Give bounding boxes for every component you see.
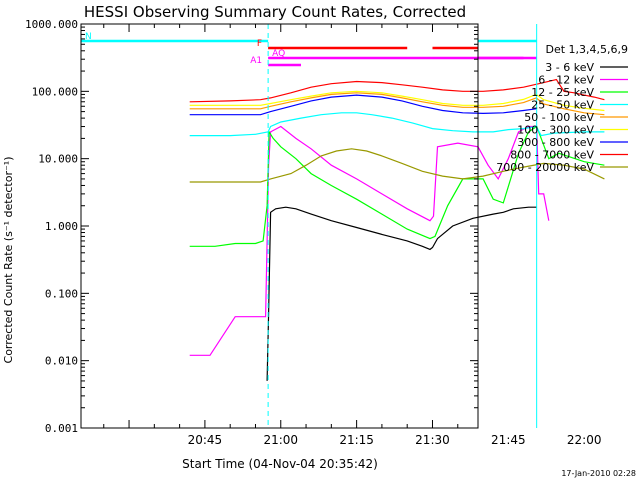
series-line-5 — [189, 90, 605, 112]
state-bar-label-0: N — [85, 32, 92, 42]
x-tick-label-3: 21:30 — [415, 433, 450, 447]
y-tick-label-1: 0.010 — [45, 355, 78, 368]
y-tick-label-5: 100.000 — [32, 85, 78, 98]
vertical-markers-layer — [267, 24, 538, 428]
state-bar-label-2: AQ — [272, 49, 285, 59]
y-tick-label-6: 1000.000 — [25, 18, 78, 31]
legend-label-5: 100 - 300 keV — [517, 124, 594, 137]
x-tick-label-4: 21:45 — [491, 433, 526, 447]
series-layer — [189, 78, 605, 381]
legend-label-8: 7000 - 20000 keV — [496, 161, 594, 174]
state-bar-label-3: A1 — [250, 56, 262, 66]
y-tick-label-2: 0.100 — [45, 287, 78, 300]
chart-title: HESSI Observing Summary Count Rates, Cor… — [84, 3, 466, 21]
x-tick-label-1: 21:00 — [263, 433, 298, 447]
series-line-0 — [266, 206, 537, 381]
y-tick-label-0: 0.001 — [45, 422, 78, 435]
x-tick-label-2: 21:15 — [339, 433, 374, 447]
x-tick-label-5: 22:00 — [567, 433, 602, 447]
y-tick-label-3: 1.000 — [45, 220, 78, 233]
axes-layer: 0.001 0.010 0.100 1.000 10.000 100.000 1000.00… — [25, 18, 602, 447]
series-line-8 — [189, 148, 605, 183]
state-bar-label-1: F — [257, 39, 262, 49]
series-line-4 — [189, 92, 605, 116]
legend-label-2: 12 - 25 keV — [531, 86, 594, 99]
y-axis-label: Corrected Count Rate (s⁻¹ detector⁻¹) — [2, 157, 15, 364]
plot-frame — [80, 23, 479, 429]
legend-title: Det 1,3,4,5,6,9 — [545, 43, 628, 56]
legend-label-6: 300 - 800 keV — [517, 136, 594, 149]
series-line-2 — [189, 125, 605, 247]
legend-label-7: 800 - 7000 keV — [510, 149, 594, 162]
series-line-1 — [189, 125, 550, 356]
series-line-6 — [189, 94, 537, 116]
legend-label-1: 6 - 12 keV — [538, 74, 594, 87]
y-tick-label-4: 10.000 — [38, 153, 78, 166]
state-bars-layer: N F AQ A1 — [81, 32, 537, 67]
series-line-7 — [189, 78, 605, 103]
x-tick-label-0: 20:45 — [188, 433, 223, 447]
legend-label-0: 3 - 6 keV — [545, 61, 594, 74]
legend-label-4: 50 - 100 keV — [524, 111, 594, 124]
legend-label-3: 25 - 50 keV — [531, 99, 594, 112]
x-axis-label: Start Time (04-Nov-04 20:35:42) — [182, 457, 378, 471]
footer-date: 17-Jan-2010 02:28 — [561, 469, 636, 478]
